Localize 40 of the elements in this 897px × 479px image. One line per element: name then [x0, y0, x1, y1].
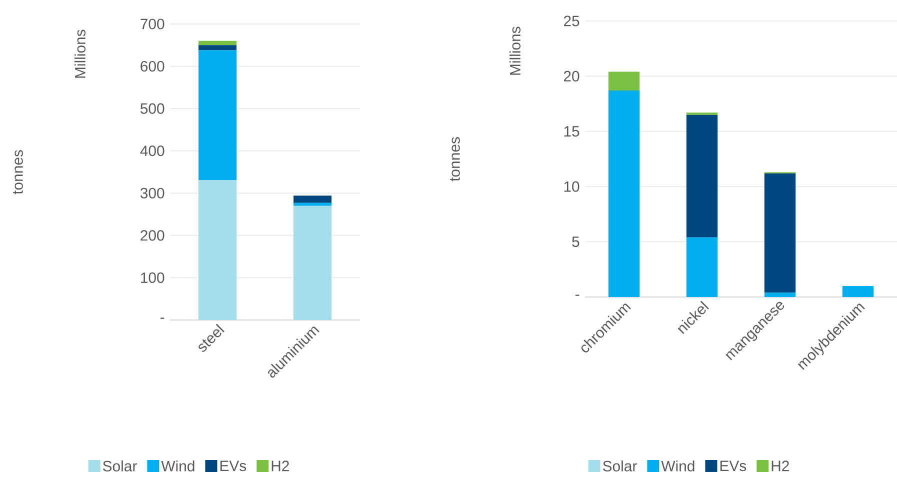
y-tick-label: 15 — [564, 126, 580, 137]
legend-label: H2 — [272, 460, 289, 472]
legend-label: Wind — [661, 460, 694, 472]
bar — [198, 50, 237, 180]
bar — [842, 286, 874, 297]
bar — [686, 114, 718, 238]
y-tick-label: 400 — [140, 146, 164, 156]
bar — [608, 90, 640, 297]
y-tick-label: 10 — [564, 181, 580, 192]
legend-label: Solar — [102, 460, 137, 472]
legend-label: Wind — [161, 460, 194, 472]
y-tick-label: 25 — [564, 16, 580, 26]
text: Millions — [510, 26, 520, 75]
bar — [198, 180, 237, 320]
y-tick-label: 700 — [140, 18, 164, 30]
y-axis-title: tonnes — [450, 137, 460, 182]
y-tick-label: 200 — [140, 230, 164, 241]
y-tick-label: 600 — [140, 60, 164, 72]
bar — [294, 202, 332, 206]
bar — [198, 40, 237, 46]
y-tick-label: 5 — [572, 236, 580, 247]
legend-label: EVs — [220, 460, 246, 472]
y-tick-label: 500 — [140, 103, 164, 114]
text: Millions — [74, 30, 86, 78]
legend-label: EVs — [720, 460, 746, 472]
bar — [198, 45, 237, 50]
bar — [294, 196, 332, 203]
bar — [764, 173, 796, 293]
bar — [294, 206, 332, 320]
y-axis-title: tonnes — [13, 150, 23, 194]
y-tick-label: - — [576, 294, 580, 296]
bar — [608, 72, 640, 91]
y-tick-label: - — [160, 318, 164, 319]
y-tick-label: 300 — [140, 188, 164, 198]
legend-label: Solar — [602, 460, 637, 472]
y-tick-label: 20 — [564, 70, 580, 82]
legend-label: H2 — [772, 460, 789, 472]
bar — [764, 292, 796, 297]
bar — [686, 237, 718, 297]
y-tick-label: 100 — [141, 272, 164, 283]
